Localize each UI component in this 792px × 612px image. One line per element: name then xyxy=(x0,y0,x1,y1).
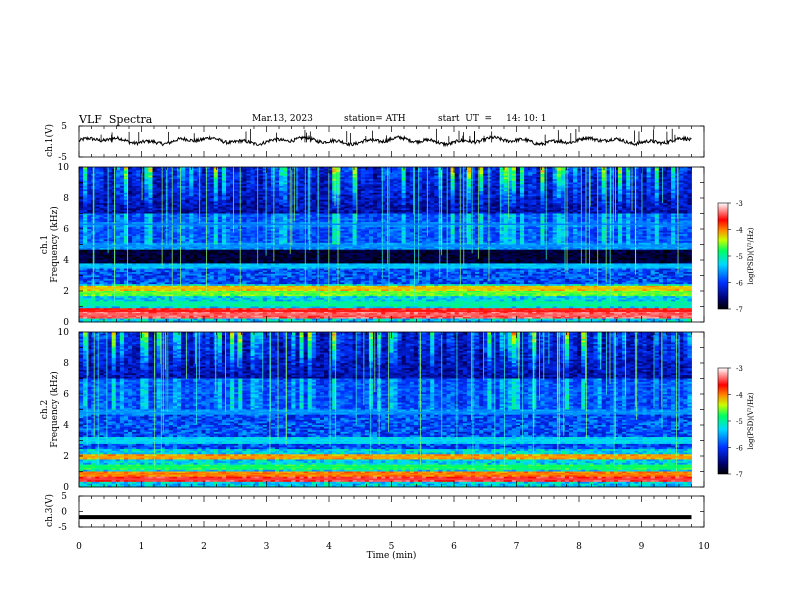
ch1-wave-ytick-label: 5 xyxy=(61,122,67,132)
ch1-wave-ylabel-line: ch.1(V) xyxy=(44,124,55,157)
ch1-wave-trace xyxy=(79,136,692,146)
ch1-wave-ylabel: ch.1(V) xyxy=(44,124,55,157)
ch1-waveform-panel: 5 -5ch.1(V) xyxy=(44,122,704,163)
ch1-wave-ytick-label: -5 xyxy=(58,153,67,163)
ch1-spec-cells xyxy=(79,167,692,322)
